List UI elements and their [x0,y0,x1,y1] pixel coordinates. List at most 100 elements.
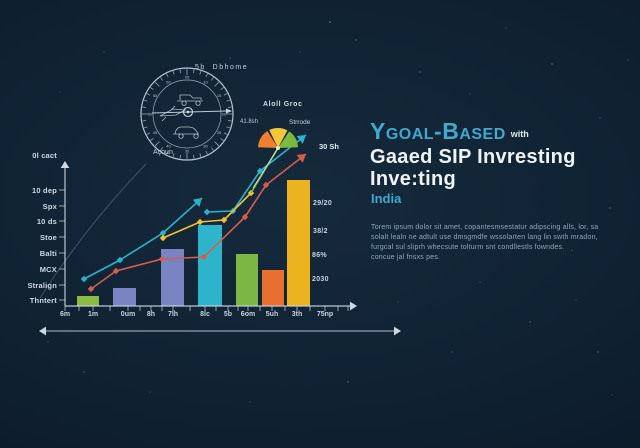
red-line-marker [200,253,208,261]
compass-dial-number: 35 [185,149,190,154]
y-axis-label: Stralign [27,281,57,290]
gauge-segment [258,131,278,148]
bar [77,296,99,306]
yellow-line-marker [159,234,167,242]
x-axis-label: 8h [146,311,156,318]
compass-tick [172,70,175,75]
compass-tick [154,81,160,87]
red-line-marker [87,285,95,293]
star-dot [347,381,349,383]
star-dot [397,301,399,303]
y-axis-label: 0l cact [32,151,57,160]
y-axis-label: Stoe [39,233,57,242]
y-axis-label: 10 dep [32,186,57,195]
star-dot [329,21,331,23]
paragraph-line: concue jal fnsxs pes. [371,254,441,261]
compass-dial-number: 55 [153,93,158,98]
teal-line-right [206,134,307,213]
compass-tick [214,141,220,147]
compass-tick [227,106,232,108]
compass-tick [150,138,154,141]
bar [198,225,222,306]
paragraph-line: solalt lealn ne adtult use dmsgmdfe wsso… [371,234,598,241]
body-paragraph: Torem ipsum dolor sit amet, copantesmses… [371,223,623,263]
truck-sketch-icon [177,94,203,106]
x-axis-label: 6m [59,311,71,318]
compass-tick [220,138,224,141]
arrowhead [394,326,401,336]
red-line-marker [241,213,249,221]
compass-needle-tip [226,108,232,114]
star-dot [355,39,357,41]
compass-tick [143,99,148,102]
bar [161,249,184,306]
teal-line-left-marker [116,256,124,264]
compass-tick [160,77,163,81]
headline-line3: Inve:ting [370,168,457,190]
red-line-marker [158,255,166,263]
bar [236,254,258,306]
right-value-label: 86% [312,252,327,259]
compass-dial-number: 30 [203,144,208,149]
bar [262,270,284,306]
compass-tick [146,93,151,96]
compass-tick [150,87,154,90]
x-axis-label: 8lc [200,311,210,318]
star-dot [299,51,301,53]
compass-hub-dot [186,110,190,114]
faint-trend-line [39,163,147,299]
compass-tick [143,126,148,129]
star-dot [249,401,251,403]
compass-dial-number: 25 [217,130,222,135]
star-dot [505,27,507,29]
compass-tick [166,73,169,78]
compass-tick [172,153,175,158]
x-axis-label: 3th [291,311,303,318]
compass-tick [226,126,231,129]
star-dot [479,281,481,283]
x-axis-label: 5b [223,311,233,318]
teal-line-right-marker [203,208,211,216]
compass-tick [146,132,151,135]
compass-tick [223,93,228,96]
yellow-line [162,192,252,239]
compass-dial-number: 50 [148,112,153,117]
star-dot [59,91,61,93]
compass-tick [223,132,228,135]
compass-dial-number: 60 [166,79,171,84]
gauge-title: Aloll Groc [263,101,303,108]
y-axis-label: Balti [39,249,57,258]
star-dot [229,57,231,59]
gauge-value-label: 30 Sh [319,142,340,151]
star-dot [597,351,599,353]
x-axis-label: 0um [120,311,136,318]
teal-line-left-marker [80,275,88,283]
star-dot [149,391,151,393]
yellow-line-marker [220,216,228,224]
star-dot [551,63,553,65]
gauge-segment [269,128,288,148]
compass-tick [211,77,214,81]
paragraph-line: furgcal sul sliprh whecsute tolturm snt … [371,244,565,251]
star-dot [464,224,466,226]
compass-tick [205,150,208,155]
compass-bottom-label: Açoun [153,149,173,156]
red-line-marker [262,181,270,189]
compass-tick [227,120,232,122]
headline-country: India [371,191,402,206]
arrowhead [192,198,202,208]
compass-dial-number: 20 [222,112,227,117]
compass-tick [199,153,202,158]
arrowhead [350,301,357,311]
x-axis-label: 6om [240,311,256,318]
compass-tick [142,120,147,122]
star-dot [611,394,613,396]
compass-tick [160,147,163,151]
headline-accent-text: Ygoal-Based [370,118,506,144]
x-axis-label: 7lh [167,311,179,318]
gauge-needle [252,147,279,189]
gauge-segment [278,131,298,148]
headline-line2: Gaaed SIP Invresting [370,146,576,168]
